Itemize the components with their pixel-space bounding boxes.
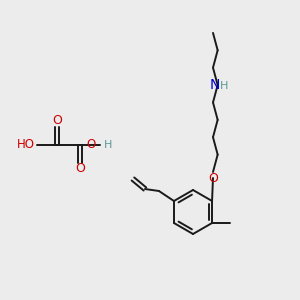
Text: O: O bbox=[52, 115, 62, 128]
Text: N: N bbox=[209, 78, 220, 92]
Text: O: O bbox=[87, 139, 96, 152]
Text: H: H bbox=[104, 140, 112, 150]
Text: O: O bbox=[75, 163, 85, 176]
Text: H: H bbox=[220, 81, 228, 91]
Text: HO: HO bbox=[17, 139, 35, 152]
Text: O: O bbox=[208, 172, 218, 184]
